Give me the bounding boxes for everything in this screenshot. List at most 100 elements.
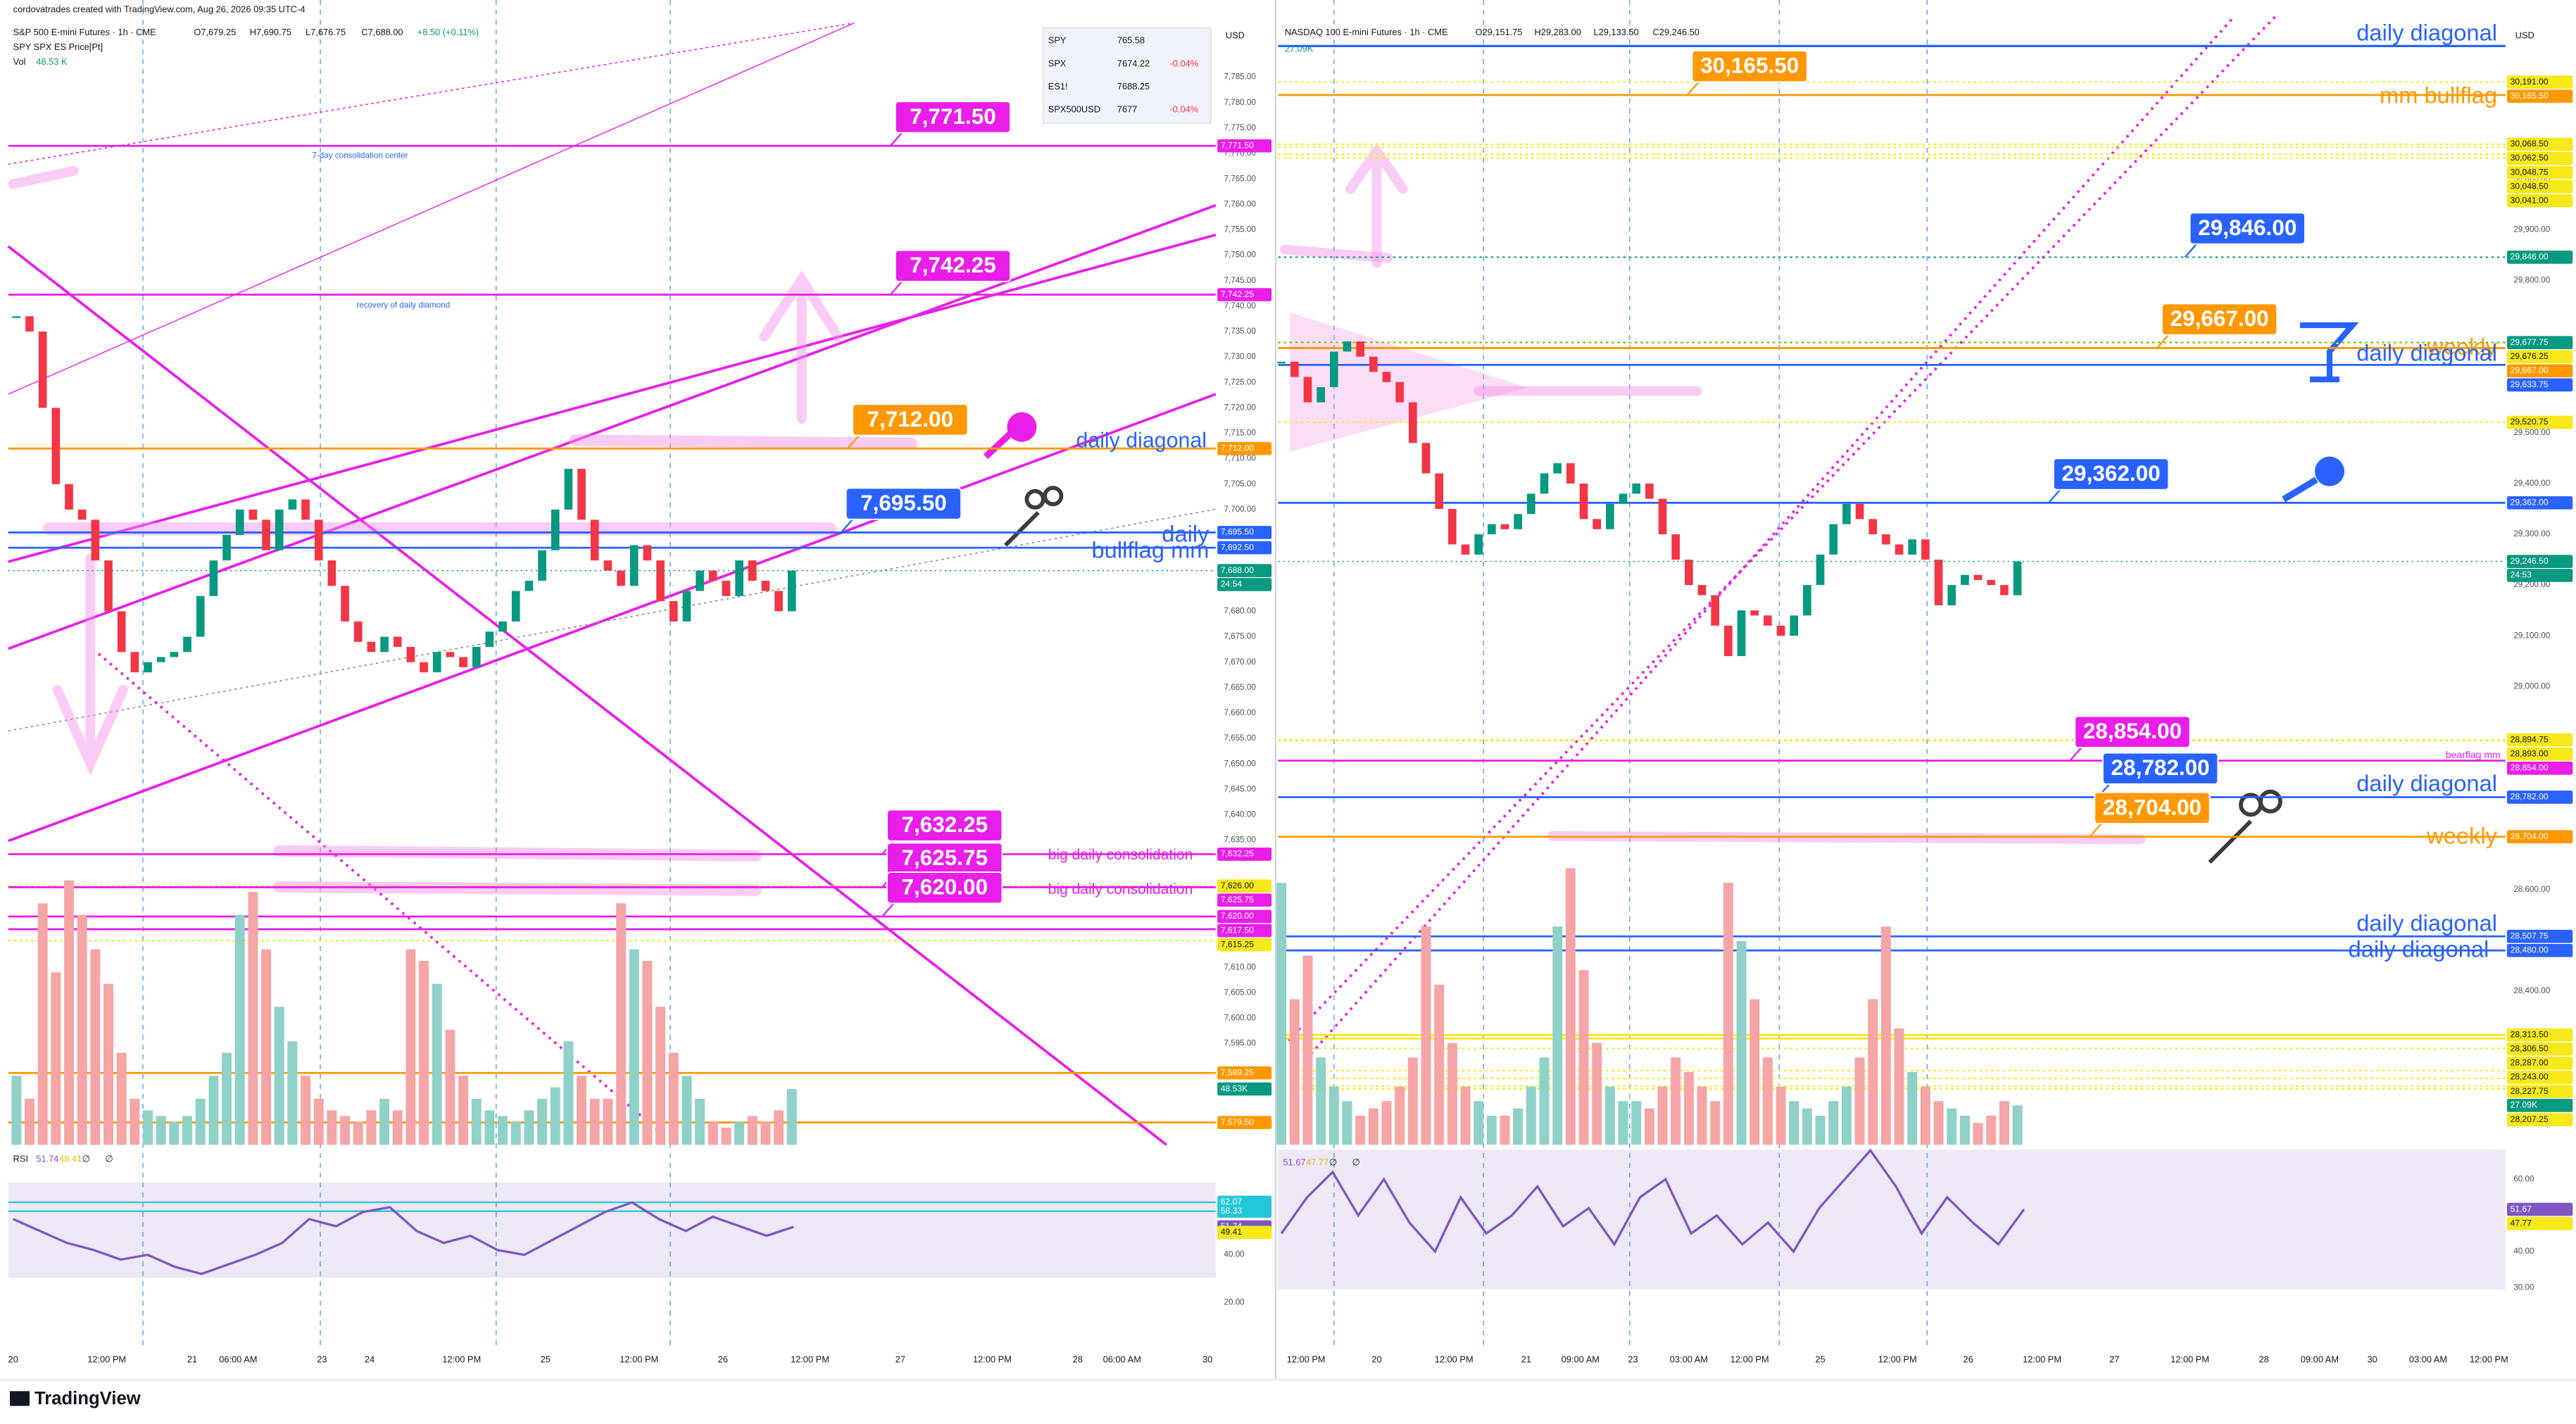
volume-bar (1723, 883, 1733, 1145)
candle (551, 509, 560, 550)
volume-bar (208, 1076, 219, 1145)
ohlc: L29,133.50 (1594, 27, 1639, 37)
x-tick-label: 12:00 PM (1287, 1354, 1326, 1364)
candle (1776, 625, 1785, 636)
candle (1645, 483, 1654, 499)
volume-bar (1710, 1101, 1721, 1145)
price-tag-bg (2506, 790, 2573, 804)
price-tag-bg (1217, 288, 1272, 301)
callout-pointer (2184, 243, 2197, 258)
volume-bar (340, 1116, 351, 1145)
x-tick-label: 09:00 AM (1562, 1354, 1600, 1364)
volume-bar (222, 1052, 232, 1145)
volume-bar (116, 1052, 127, 1145)
price-tag-label: 29,677.75 (2511, 337, 2549, 347)
y-tick-label: 7,700.00 (1224, 505, 1256, 514)
price-tag-bg (2506, 137, 2573, 151)
price-tag-bg (1217, 1225, 1272, 1240)
volume-bar (603, 1099, 613, 1145)
volume-bar (1762, 1057, 1773, 1145)
price-tag-bg (2506, 350, 2573, 364)
price-tag-label: 27.09K (2511, 1100, 2537, 1110)
candle (65, 484, 73, 510)
watchlist (1043, 27, 1212, 124)
price-tag: 28,227.75 (2506, 1085, 2573, 1098)
candle (1790, 615, 1799, 636)
price-tag-label: 24:53 (2511, 570, 2532, 580)
annotation: daily diagonal (2356, 20, 2497, 46)
price-tag: 29,667.00 (2506, 364, 2573, 378)
symbol: S&P 500 E-mini Futures · 1h · CME (13, 27, 156, 37)
candle (1908, 539, 1917, 555)
watchlist-cell: SPY (1048, 35, 1067, 46)
price-tag-label: 7,688.00 (1221, 565, 1254, 575)
annotation: weekly (2426, 823, 2497, 849)
price-tag: 7,695.50 (1217, 526, 1272, 539)
price-tag: 29,676.25 (2506, 350, 2573, 364)
price-tag-label: 24:54 (1221, 579, 1243, 589)
x-tick-label: 03:00 AM (1670, 1354, 1708, 1364)
y-tick-label: 7,675.00 (1224, 632, 1256, 641)
volume-bar (234, 914, 245, 1145)
key-head (1024, 489, 1045, 510)
price-tag-bg (2506, 1202, 2573, 1216)
callout: 29,846.00 (2184, 212, 2306, 258)
annotation: recovery of daily diamond (356, 301, 450, 310)
price-tag-label: 7,620.00 (1221, 911, 1254, 921)
callout-pointer (2069, 747, 2082, 762)
volume-bar (1868, 999, 1878, 1145)
rsi-legend: ∅ (105, 1154, 113, 1164)
price-tag-bg (2506, 151, 2573, 165)
volume-bar (103, 983, 114, 1145)
trend-line (7, 245, 1167, 1146)
candle (1711, 595, 1720, 626)
price-tag: 29,362.00 (2506, 496, 2573, 510)
x-tick-label: 25 (541, 1354, 551, 1364)
y-tick-label: 7,745.00 (1224, 276, 1256, 285)
candle (1895, 544, 1904, 555)
volume-bar (327, 1110, 337, 1145)
callout-box (886, 809, 1003, 842)
x-tick-label: 12:00 PM (1878, 1354, 1917, 1364)
callout-label: 7,625.75 (901, 845, 988, 870)
y-tick-label: 7,720.00 (1224, 403, 1256, 412)
callout-box (2102, 752, 2219, 785)
volume-bar (25, 1099, 35, 1145)
trend-line (8, 23, 855, 395)
volume-bar (563, 1041, 574, 1145)
x-tick-label: 23 (1628, 1354, 1638, 1364)
price-tag-label: 28,480.00 (2511, 945, 2549, 955)
volume-bar (432, 983, 442, 1145)
candle (222, 535, 231, 561)
candle (1868, 519, 1878, 535)
y-tick-label: 29,400.00 (2513, 479, 2550, 488)
volume-bar (1500, 1115, 1510, 1145)
callout: 28,854.00 (2069, 715, 2191, 762)
callout-label: 29,362.00 (2062, 460, 2161, 486)
watchlist-cell: ES1! (1048, 81, 1068, 92)
rsi-legend: 47.77 (1306, 1157, 1328, 1167)
y-tick-label: 7,705.00 (1224, 479, 1256, 489)
candle (1619, 493, 1628, 504)
volume-bar (1802, 1108, 1812, 1145)
volume-bar (353, 1121, 363, 1145)
volume-bar (445, 1030, 455, 1145)
candle (761, 581, 770, 591)
candle (1330, 351, 1338, 387)
logo-mark (10, 1391, 30, 1406)
candle (341, 586, 349, 622)
volume-bar (406, 949, 416, 1145)
volume-bar (1880, 926, 1891, 1145)
volume-bar (1618, 1101, 1628, 1145)
candle (682, 591, 691, 622)
price-tag-label: 28,854.00 (2511, 763, 2549, 773)
candle (209, 560, 218, 596)
y-tick-label: 7,755.00 (1224, 225, 1256, 234)
price-tag-bg (2506, 929, 2573, 943)
y-tick-label: 29,800.00 (2513, 276, 2550, 285)
annotation: 7-day consolidation center (312, 151, 408, 160)
x-tick-label: 25 (1815, 1354, 1825, 1364)
price-tag-bg (1217, 441, 1272, 455)
key-icon (983, 412, 1037, 460)
candle (669, 600, 678, 622)
